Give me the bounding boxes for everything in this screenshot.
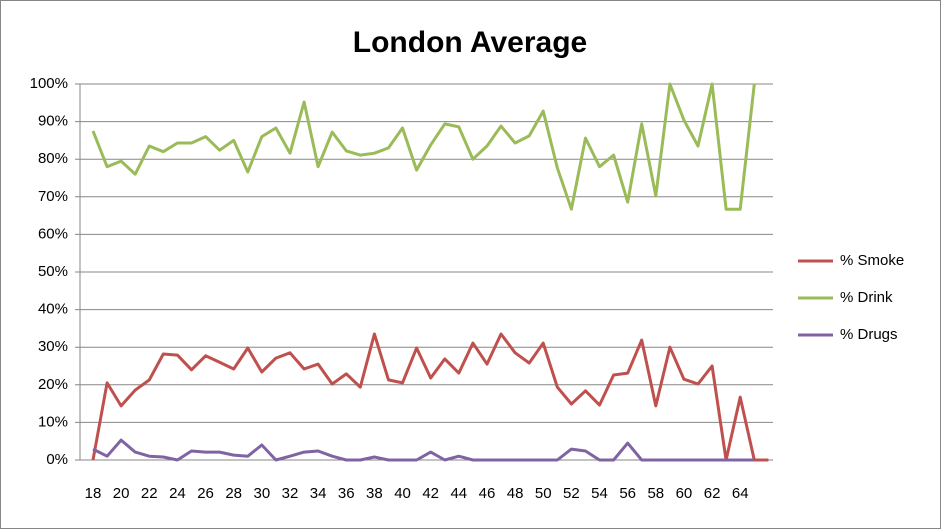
legend-label: % Smoke	[840, 252, 904, 269]
y-tick-label: 20%	[38, 376, 68, 393]
x-tick-label: 54	[591, 485, 608, 502]
x-tick-label: 28	[225, 485, 242, 502]
x-tick-label: 44	[450, 485, 467, 502]
x-tick-label: 52	[563, 485, 580, 502]
y-tick-label: 10%	[38, 413, 68, 430]
series-line	[91, 332, 769, 462]
x-tick-label: 26	[197, 485, 214, 502]
y-tick-label: 100%	[30, 75, 68, 92]
x-tick-label: 18	[85, 485, 102, 502]
x-tick-label: 62	[704, 485, 721, 502]
x-tick-label: 20	[113, 485, 130, 502]
x-tick-label: 40	[394, 485, 411, 502]
y-tick-label: 0%	[46, 451, 68, 468]
x-tick-label: 58	[647, 485, 664, 502]
legend-label: % Drugs	[840, 326, 898, 343]
y-tick-label: 70%	[38, 188, 68, 205]
series-line	[91, 82, 756, 211]
y-tick-label: 60%	[38, 225, 68, 242]
x-tick-label: 22	[141, 485, 158, 502]
x-tick-label: 48	[507, 485, 524, 502]
x-tick-label: 30	[253, 485, 270, 502]
y-tick-label: 50%	[38, 263, 68, 280]
x-tick-label: 50	[535, 485, 552, 502]
y-tick-label: 90%	[38, 113, 68, 130]
x-tick-label: 56	[619, 485, 636, 502]
x-tick-label: 32	[282, 485, 299, 502]
x-tick-label: 38	[366, 485, 383, 502]
legend-label: % Drink	[840, 289, 893, 306]
series-line	[92, 438, 755, 462]
x-tick-label: 42	[422, 485, 439, 502]
y-tick-label: 40%	[38, 301, 68, 318]
x-tick-label: 24	[169, 485, 186, 502]
x-tick-label: 36	[338, 485, 355, 502]
x-tick-label: 64	[732, 485, 749, 502]
y-tick-label: 80%	[38, 150, 68, 167]
x-tick-label: 46	[479, 485, 496, 502]
chart-title: London Average	[353, 26, 587, 59]
x-tick-label: 34	[310, 485, 327, 502]
x-tick-label: 60	[676, 485, 693, 502]
y-tick-label: 30%	[38, 338, 68, 355]
